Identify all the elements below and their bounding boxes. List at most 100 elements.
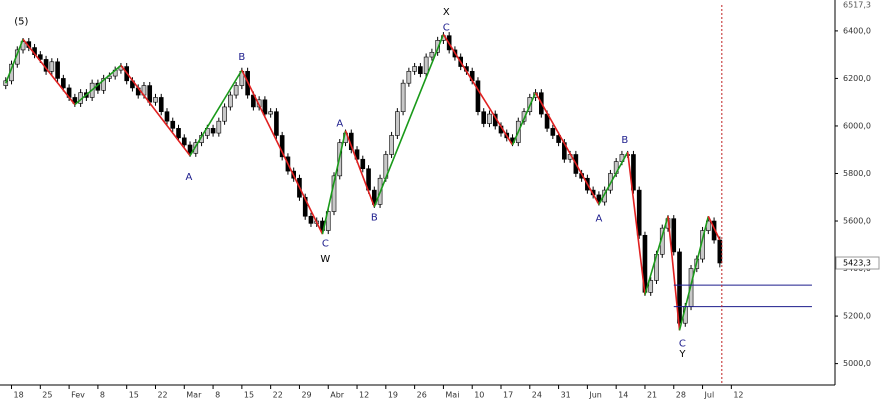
y-tick-label: 5200,0 bbox=[843, 312, 871, 321]
candle-body bbox=[308, 215, 314, 224]
candle-body bbox=[279, 135, 285, 158]
candle-body bbox=[55, 61, 60, 79]
candle-body bbox=[371, 189, 377, 205]
candle-body bbox=[233, 85, 239, 96]
candle-body bbox=[37, 54, 43, 60]
candle-body bbox=[268, 111, 273, 115]
wave-line bbox=[626, 152, 646, 295]
last-price-label: 5423,3 bbox=[843, 259, 871, 268]
wave-label: C bbox=[443, 22, 450, 33]
x-tick-label: 18 bbox=[14, 391, 24, 400]
candle-body bbox=[193, 142, 199, 154]
candle-body bbox=[596, 194, 602, 203]
wave-line bbox=[22, 38, 76, 106]
wave-line bbox=[667, 216, 681, 331]
wave-label: X bbox=[443, 7, 450, 18]
candle-body bbox=[170, 120, 176, 129]
wave-label: B bbox=[621, 135, 628, 146]
x-tick-label: 17 bbox=[503, 391, 513, 400]
candle-body bbox=[176, 128, 181, 139]
candle-body bbox=[153, 97, 158, 103]
wave-line bbox=[5, 38, 24, 84]
candle-body bbox=[412, 66, 417, 72]
candle-body bbox=[556, 135, 561, 143]
candle-body bbox=[631, 154, 636, 191]
y-tick-label: 5800,0 bbox=[843, 169, 871, 178]
y-tick-label: 6400,0 bbox=[843, 26, 871, 35]
y-tick-label: 5000,0 bbox=[843, 359, 871, 368]
x-tick-label: 8 bbox=[100, 391, 105, 400]
x-tick-label: 24 bbox=[532, 391, 542, 400]
x-tick-label: 28 bbox=[676, 391, 686, 400]
y-tick-label: 6000,0 bbox=[843, 121, 871, 130]
wave-line bbox=[189, 69, 243, 157]
candle-body bbox=[521, 111, 527, 122]
wave-line bbox=[534, 92, 600, 205]
candle-body bbox=[717, 239, 723, 264]
x-tick-label: 14 bbox=[618, 391, 628, 400]
candle-body bbox=[222, 106, 227, 122]
wave-line bbox=[644, 216, 669, 295]
candle-body bbox=[400, 82, 406, 112]
x-tick-label: 19 bbox=[388, 391, 398, 400]
high-label: 6517,3 bbox=[843, 1, 871, 10]
candle-body bbox=[481, 111, 487, 124]
wave-line bbox=[678, 216, 710, 331]
candle-body bbox=[360, 158, 366, 170]
candle-body bbox=[423, 56, 429, 74]
x-tick-label: 26 bbox=[417, 391, 427, 400]
wave-line bbox=[442, 34, 514, 146]
wave-label: A bbox=[595, 214, 602, 225]
wave-label: (5) bbox=[14, 16, 28, 27]
wave-line bbox=[511, 92, 537, 146]
wave-line bbox=[373, 34, 445, 208]
x-tick-label: 15 bbox=[129, 391, 139, 400]
x-tick-label: 25 bbox=[42, 391, 52, 400]
y-tick-label: 5600,0 bbox=[843, 217, 871, 226]
wave-line bbox=[344, 130, 376, 208]
candle-body bbox=[608, 173, 613, 191]
x-tick-label: 12 bbox=[359, 391, 369, 400]
x-tick-label: 22 bbox=[273, 391, 283, 400]
x-tick-label: 15 bbox=[244, 391, 254, 400]
candle-body bbox=[406, 70, 412, 84]
x-tick-label: 10 bbox=[474, 391, 484, 400]
candle-body bbox=[164, 111, 170, 122]
candle-body bbox=[671, 218, 677, 253]
wave-line bbox=[241, 69, 324, 235]
x-tick-label: 8 bbox=[215, 391, 220, 400]
wave-label: W bbox=[320, 254, 330, 265]
candle-body bbox=[210, 128, 216, 134]
candle-body bbox=[487, 113, 492, 124]
candle-body bbox=[262, 99, 268, 115]
candle-body bbox=[389, 135, 394, 155]
wave-label: C bbox=[322, 239, 329, 250]
candle-body bbox=[158, 97, 164, 112]
candle-body bbox=[475, 80, 481, 112]
wave-label: B bbox=[238, 52, 245, 63]
candle-body bbox=[435, 40, 440, 53]
candle-body bbox=[101, 78, 106, 91]
wave-label: B bbox=[371, 212, 378, 223]
candle-body bbox=[418, 66, 423, 74]
candle-body bbox=[636, 189, 642, 236]
candle-body bbox=[550, 128, 556, 136]
wave-line bbox=[321, 130, 347, 235]
x-tick-label: Jul bbox=[704, 391, 715, 400]
x-tick-label: 22 bbox=[157, 391, 167, 400]
x-tick-label: 31 bbox=[561, 391, 571, 400]
candle-body bbox=[216, 120, 222, 134]
x-tick-label: Mai bbox=[445, 391, 459, 400]
candle-body bbox=[187, 144, 193, 154]
candle-body bbox=[61, 78, 66, 89]
candle-body bbox=[395, 111, 400, 136]
wave-line bbox=[74, 64, 122, 106]
x-tick-label: 12 bbox=[733, 391, 743, 400]
wave-line bbox=[120, 64, 191, 157]
wave-label: Y bbox=[678, 349, 686, 360]
wave-label: A bbox=[185, 172, 192, 183]
candle-body bbox=[648, 280, 654, 293]
x-tick-label: 21 bbox=[647, 391, 657, 400]
